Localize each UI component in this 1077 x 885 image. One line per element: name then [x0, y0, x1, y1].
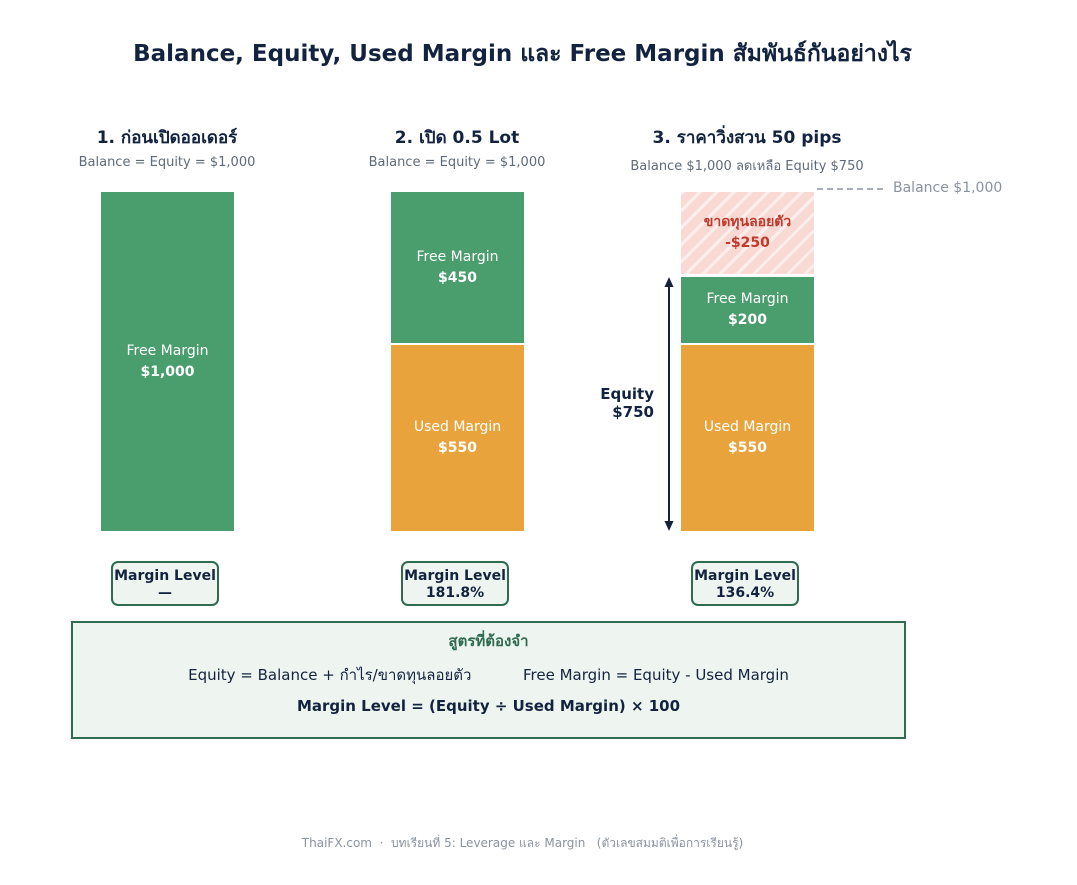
- free-margin-formula: Free Margin = Equity - Used Margin: [523, 666, 789, 684]
- column-1-free-margin-block: Free Margin $1,000: [101, 192, 234, 531]
- column-3-margin-level-badge: Margin Level 136.4%: [691, 561, 799, 606]
- balance-marker-label: Balance $1,000: [893, 180, 1003, 196]
- column-1-header: 1. ก่อนเปิดออเดอร์ Balance = Equity = $1…: [37, 124, 297, 170]
- column-2-used-margin-block: Used Margin $550: [391, 345, 524, 531]
- used-margin-label: Used Margin: [413, 419, 502, 435]
- formula-box: สูตรที่ต้องจำ Equity = Balance + กำไร/ขา…: [71, 621, 906, 739]
- column-3-header: 3. ราคาวิ่งสวน 50 pips Balance $1,000 ลด…: [617, 124, 877, 176]
- free-margin-value: $450: [438, 269, 477, 286]
- formula-title: สูตรที่ต้องจำ: [448, 632, 529, 650]
- used-margin-value: $550: [438, 440, 477, 456]
- free-margin-label: Free Margin: [126, 342, 209, 359]
- margin-level-label: Margin Level: [404, 568, 506, 584]
- column-2-free-margin-block: Free Margin $450: [391, 192, 524, 343]
- margin-level-value: 136.4%: [715, 585, 775, 601]
- floating-loss-label: ขาดทุนลอยตัว: [703, 214, 792, 230]
- margin-level-formula: Margin Level = (Equity ÷ Used Margin) × …: [296, 697, 681, 715]
- used-margin-value: $550: [728, 440, 767, 456]
- column-1-margin-level-badge: Margin Level —: [111, 561, 219, 606]
- free-margin-label: Free Margin: [416, 248, 499, 265]
- column-2-header: 2. เปิด 0.5 Lot Balance = Equity = $1,00…: [327, 124, 587, 170]
- free-margin-value: $1,000: [140, 363, 195, 380]
- column-3-title: 3. ราคาวิ่งสวน 50 pips: [652, 128, 842, 148]
- equity-label: Equity: [600, 385, 654, 403]
- free-margin-value: $200: [728, 312, 767, 328]
- equity-formula: Equity = Balance + กำไร/ขาดทุนลอยตัว: [188, 666, 472, 684]
- margin-level-value: —: [158, 585, 172, 601]
- free-margin-label: Free Margin: [706, 291, 789, 307]
- column-2-title: 2. เปิด 0.5 Lot: [394, 128, 520, 148]
- column-3-free-margin-block: Free Margin $200: [681, 277, 814, 343]
- equity-annotation: Equity $750: [596, 385, 654, 421]
- margin-level-value: 181.8%: [425, 585, 485, 601]
- margin-level-label: Margin Level: [694, 568, 796, 584]
- used-margin-label: Used Margin: [703, 419, 792, 435]
- balance-marker-line: [817, 188, 885, 190]
- column-3-subtitle: Balance $1,000 ลดเหลือ Equity $750: [630, 159, 864, 174]
- formula-line-1: Equity = Balance + กำไร/ขาดทุนลอยตัว Fre…: [73, 663, 904, 687]
- equity-double-arrow: [664, 277, 674, 531]
- column-1-subtitle: Balance = Equity = $1,000: [78, 155, 256, 170]
- page-title: Balance, Equity, Used Margin และ Free Ma…: [133, 41, 912, 67]
- margin-level-label: Margin Level: [114, 568, 216, 584]
- floating-loss-value: -$250: [725, 235, 770, 251]
- footer-credit: ThaiFX.com · บทเรียนที่ 5: Leverage และ …: [301, 836, 744, 850]
- column-3-floating-loss-block: ขาดทุนลอยตัว -$250: [681, 192, 814, 274]
- column-2-margin-level-badge: Margin Level 181.8%: [401, 561, 509, 606]
- column-1-title: 1. ก่อนเปิดออเดอร์: [96, 128, 238, 148]
- column-3-used-margin-block: Used Margin $550: [681, 345, 814, 531]
- column-2-subtitle: Balance = Equity = $1,000: [368, 155, 546, 170]
- equity-value: $750: [612, 403, 654, 421]
